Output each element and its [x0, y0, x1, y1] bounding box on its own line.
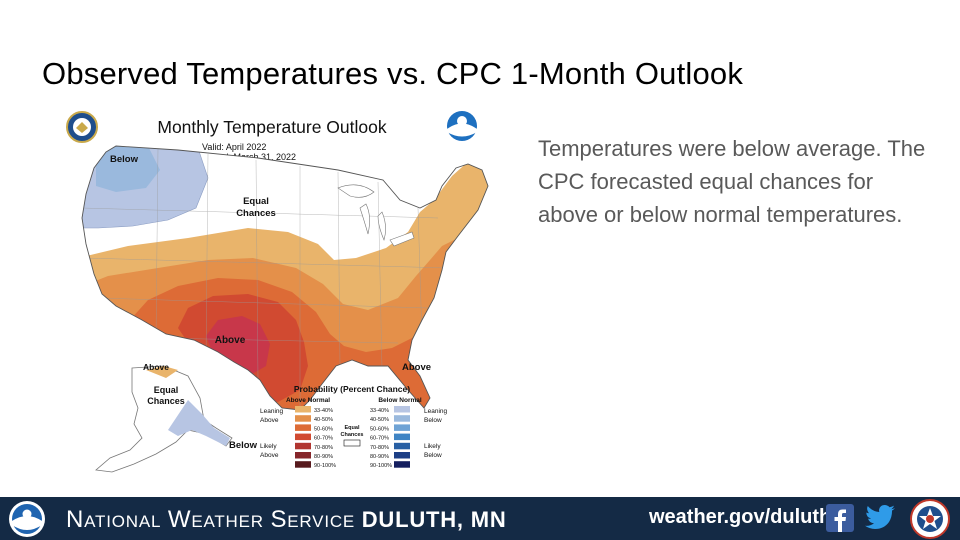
- legend-above-range: 90-100%: [314, 463, 336, 469]
- legend-below-range: 70-80%: [370, 445, 389, 451]
- leaning-below-label-1: Leaning: [424, 408, 448, 415]
- legend-above-swatch: [295, 406, 311, 413]
- leaning-above-label-2: Above: [260, 417, 279, 424]
- legend-below-swatch: [394, 461, 410, 468]
- legend-above-swatch: [295, 415, 311, 422]
- facebook-icon[interactable]: [826, 504, 854, 532]
- label-above-florida: Above: [402, 362, 431, 373]
- legend-equal-2: Chances: [341, 432, 364, 438]
- legend-below-swatch: [394, 406, 410, 413]
- legend-below-range: 40-50%: [370, 417, 389, 423]
- nws-logo-icon: [910, 499, 950, 539]
- legend-equal-1: Equal: [345, 425, 360, 431]
- legend-above-swatch: [295, 424, 311, 431]
- alaska-map: [95, 365, 233, 473]
- twitter-icon[interactable]: [864, 504, 896, 532]
- likely-below-label-1: Likely: [424, 443, 441, 450]
- label-alaska-above: Above: [143, 362, 169, 372]
- doc-seal-logo: [66, 111, 98, 143]
- legend-below-range: 50-60%: [370, 426, 389, 432]
- noaa-logo-icon: [9, 501, 45, 537]
- legend-below-swatch: [394, 442, 410, 450]
- label-alaska-equal-1: Equal: [154, 385, 179, 395]
- slide-title: Observed Temperatures vs. CPC 1-Month Ou…: [42, 56, 744, 91]
- body-text: Temperatures were below average. The CPC…: [538, 136, 926, 227]
- legend-above-swatch: [295, 442, 311, 450]
- label-below-nw: Below: [110, 154, 139, 165]
- temperature-outlook-map: Monthly Temperature Outlook Valid: April…: [38, 108, 500, 485]
- legend-below-range: 90-100%: [370, 463, 392, 469]
- legend-above-header: Above Normal: [286, 397, 330, 404]
- map-valid-date: Valid: April 2022: [202, 142, 266, 152]
- legend-below-range: 33-40%: [370, 408, 389, 414]
- leaning-below-label-2: Below: [424, 417, 442, 424]
- likely-below-label-2: Below: [424, 452, 442, 459]
- noaa-header-logo: [447, 111, 477, 141]
- legend-below-header: Below Normal: [378, 397, 422, 404]
- legend-above-range: 33-40%: [314, 408, 333, 414]
- legend-above-range: 40-50%: [314, 417, 333, 423]
- legend-equal-swatch: [343, 439, 361, 447]
- legend-below-swatch: [394, 452, 410, 459]
- legend-below-swatch: [394, 433, 410, 441]
- legend-above-range: 60-70%: [314, 436, 333, 442]
- legend-title: Probability (Percent Chance): [294, 384, 410, 394]
- legend-below-range: 80-90%: [370, 454, 389, 460]
- legend-below-swatch: [394, 415, 410, 422]
- legend-above-range: 70-80%: [314, 445, 333, 451]
- legend-above-range: 50-60%: [314, 426, 333, 432]
- website-link[interactable]: weather.gov/duluth: [649, 506, 832, 528]
- legend-above-swatch: [295, 433, 311, 441]
- label-above-texas: Above: [215, 335, 246, 346]
- label-alaska-equal-2: Chances: [147, 396, 185, 406]
- probability-legend: Probability (Percent Chance) Above Norma…: [260, 384, 448, 469]
- leaning-above-label-1: Leaning: [260, 408, 284, 415]
- likely-above-label-1: Likely: [260, 443, 277, 450]
- legend-above-swatch: [295, 461, 311, 468]
- label-equal-2: Chances: [236, 208, 276, 219]
- legend-below-range: 60-70%: [370, 436, 389, 442]
- map-title: Monthly Temperature Outlook: [157, 117, 386, 137]
- label-alaska-below: Below: [229, 440, 258, 451]
- org-name: NATIONAL WEATHER SERVICE DULUTH, MN: [66, 506, 507, 533]
- legend-below-swatch: [394, 424, 410, 431]
- office-name: DULUTH, MN: [361, 507, 507, 532]
- legend-above-range: 80-90%: [314, 454, 333, 460]
- legend-above-swatch: [295, 452, 311, 459]
- label-equal-1: Equal: [243, 196, 269, 207]
- footer-bar: NATIONAL WEATHER SERVICE DULUTH, MN weat…: [0, 497, 960, 540]
- likely-above-label-2: Above: [260, 452, 279, 459]
